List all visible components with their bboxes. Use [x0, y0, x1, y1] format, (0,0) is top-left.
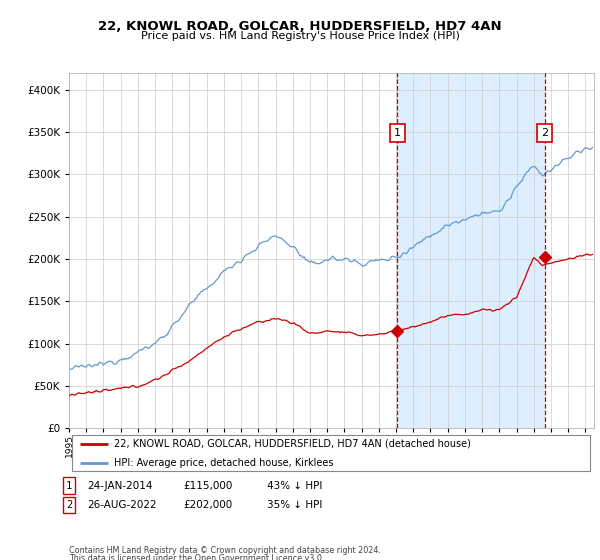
Text: Contains HM Land Registry data © Crown copyright and database right 2024.: Contains HM Land Registry data © Crown c… — [69, 546, 381, 555]
Text: HPI: Average price, detached house, Kirklees: HPI: Average price, detached house, Kirk… — [113, 458, 333, 468]
Text: 22, KNOWL ROAD, GOLCAR, HUDDERSFIELD, HD7 4AN (detached house): 22, KNOWL ROAD, GOLCAR, HUDDERSFIELD, HD… — [113, 438, 470, 449]
FancyBboxPatch shape — [71, 435, 590, 470]
Text: Price paid vs. HM Land Registry's House Price Index (HPI): Price paid vs. HM Land Registry's House … — [140, 31, 460, 41]
Text: 2: 2 — [541, 128, 548, 138]
Bar — [397, 73, 545, 428]
Text: 24-JAN-2014: 24-JAN-2014 — [87, 480, 152, 491]
Text: 43% ↓ HPI: 43% ↓ HPI — [267, 480, 322, 491]
Text: 1: 1 — [394, 128, 401, 138]
Text: 26-AUG-2022: 26-AUG-2022 — [87, 500, 157, 510]
Text: £202,000: £202,000 — [183, 500, 232, 510]
Text: 35% ↓ HPI: 35% ↓ HPI — [267, 500, 322, 510]
Text: This data is licensed under the Open Government Licence v3.0.: This data is licensed under the Open Gov… — [69, 554, 325, 560]
Text: 1: 1 — [66, 480, 72, 491]
Text: 2: 2 — [66, 500, 72, 510]
Text: 22, KNOWL ROAD, GOLCAR, HUDDERSFIELD, HD7 4AN: 22, KNOWL ROAD, GOLCAR, HUDDERSFIELD, HD… — [98, 20, 502, 32]
Text: £115,000: £115,000 — [183, 480, 232, 491]
